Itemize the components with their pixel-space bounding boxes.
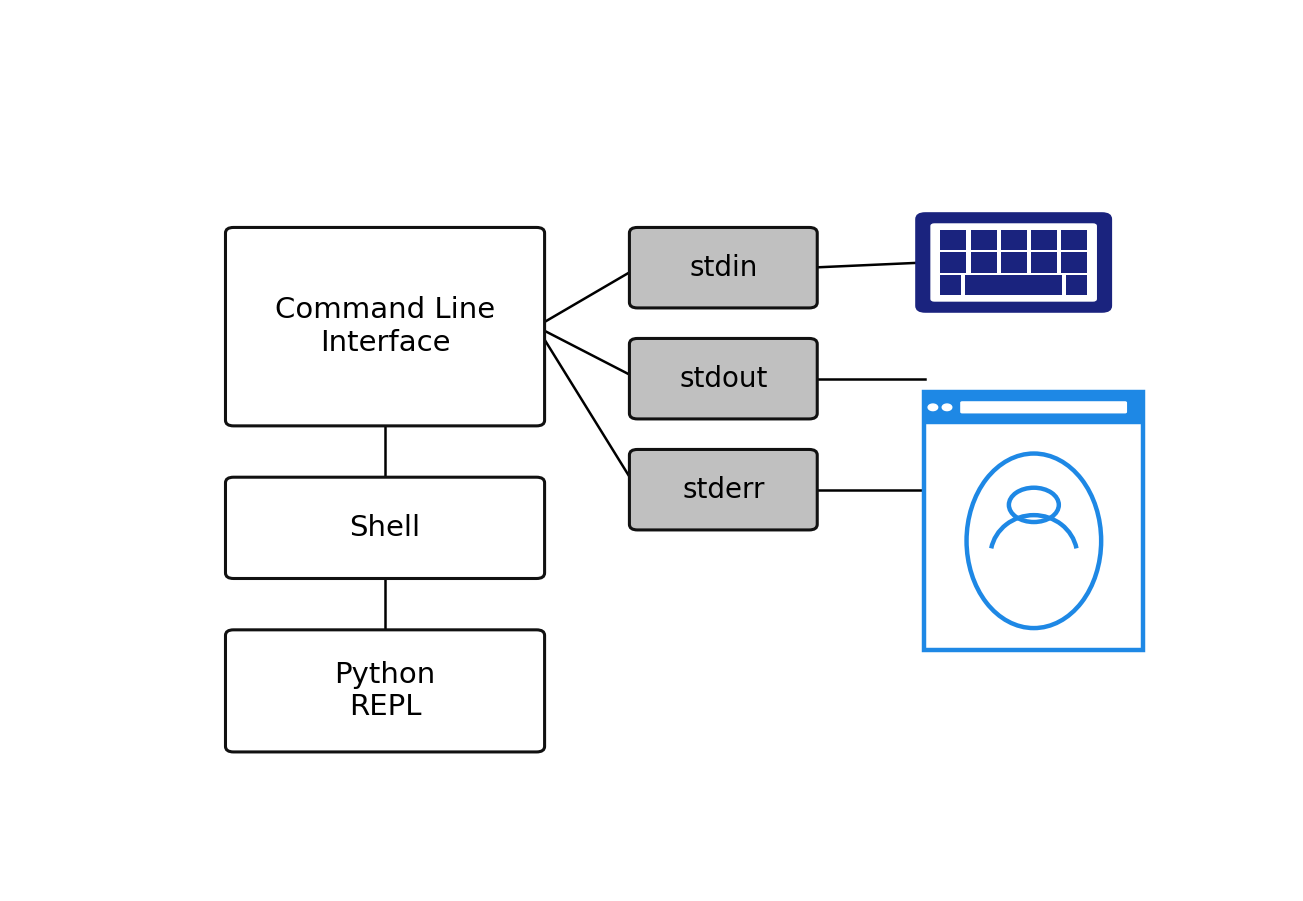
FancyBboxPatch shape xyxy=(629,339,817,419)
Bar xyxy=(925,393,1143,422)
Text: Python
REPL: Python REPL xyxy=(335,660,435,721)
Ellipse shape xyxy=(967,453,1101,628)
FancyBboxPatch shape xyxy=(225,478,545,578)
Bar xyxy=(1061,252,1087,272)
Bar xyxy=(941,230,967,250)
FancyBboxPatch shape xyxy=(924,392,1144,650)
FancyBboxPatch shape xyxy=(930,223,1097,302)
Bar xyxy=(971,230,997,250)
Circle shape xyxy=(1009,487,1059,522)
FancyBboxPatch shape xyxy=(629,227,817,308)
Bar xyxy=(1066,276,1087,296)
Bar xyxy=(941,252,967,272)
FancyBboxPatch shape xyxy=(629,450,817,530)
Bar xyxy=(966,276,1062,296)
Bar xyxy=(941,276,962,296)
Text: stderr: stderr xyxy=(681,476,765,504)
Bar xyxy=(1001,230,1027,250)
Circle shape xyxy=(928,404,938,411)
FancyBboxPatch shape xyxy=(225,630,545,752)
Bar xyxy=(1031,230,1057,250)
Text: Command Line
Interface: Command Line Interface xyxy=(275,296,495,357)
Bar xyxy=(971,252,997,272)
Text: stdout: stdout xyxy=(679,365,767,393)
Bar xyxy=(1031,252,1057,272)
FancyBboxPatch shape xyxy=(225,227,545,426)
Text: Shell: Shell xyxy=(349,514,421,542)
Bar xyxy=(1001,252,1027,272)
FancyBboxPatch shape xyxy=(960,401,1127,414)
Text: stdin: stdin xyxy=(689,254,757,282)
FancyBboxPatch shape xyxy=(915,213,1113,313)
Circle shape xyxy=(942,404,951,411)
Bar xyxy=(1061,230,1087,250)
